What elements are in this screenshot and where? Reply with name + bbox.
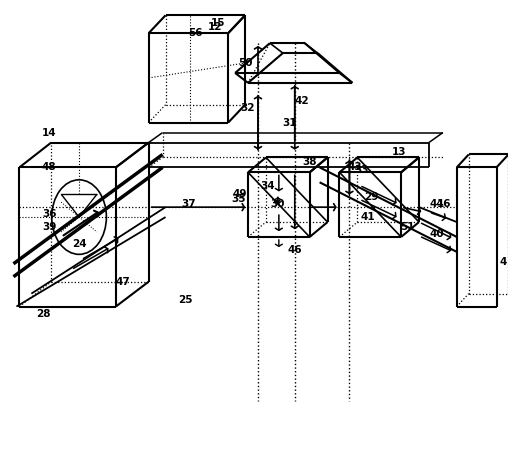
Text: 14: 14 [42,128,56,138]
Text: 24: 24 [72,239,86,249]
Text: 40: 40 [429,229,443,239]
Text: 56: 56 [188,28,202,38]
Text: 16: 16 [436,199,450,209]
Text: 25: 25 [178,295,192,304]
Text: 13: 13 [391,147,406,158]
Text: 30: 30 [270,199,285,209]
Text: 46: 46 [287,245,301,255]
Text: 47: 47 [115,277,130,287]
Text: 44: 44 [429,199,443,209]
Text: 41: 41 [359,212,374,222]
Text: 34: 34 [260,181,275,191]
Text: 31: 31 [282,118,296,128]
Text: 50: 50 [237,58,252,68]
Text: 42: 42 [294,96,308,106]
Text: 12: 12 [208,22,222,32]
Text: 43: 43 [347,162,361,172]
Text: 36: 36 [42,209,56,219]
Text: 49: 49 [233,189,247,199]
Text: 28: 28 [36,309,50,318]
Text: 15: 15 [211,18,225,28]
Text: 48: 48 [42,162,56,172]
Text: 4: 4 [499,257,506,267]
Text: 32: 32 [240,103,255,113]
Text: 35: 35 [231,194,245,204]
Text: 29: 29 [363,192,378,202]
Text: 39: 39 [42,222,56,232]
Text: 37: 37 [181,199,195,209]
Text: 33: 33 [353,165,368,176]
Text: 51: 51 [399,222,413,232]
Text: 38: 38 [302,158,316,167]
